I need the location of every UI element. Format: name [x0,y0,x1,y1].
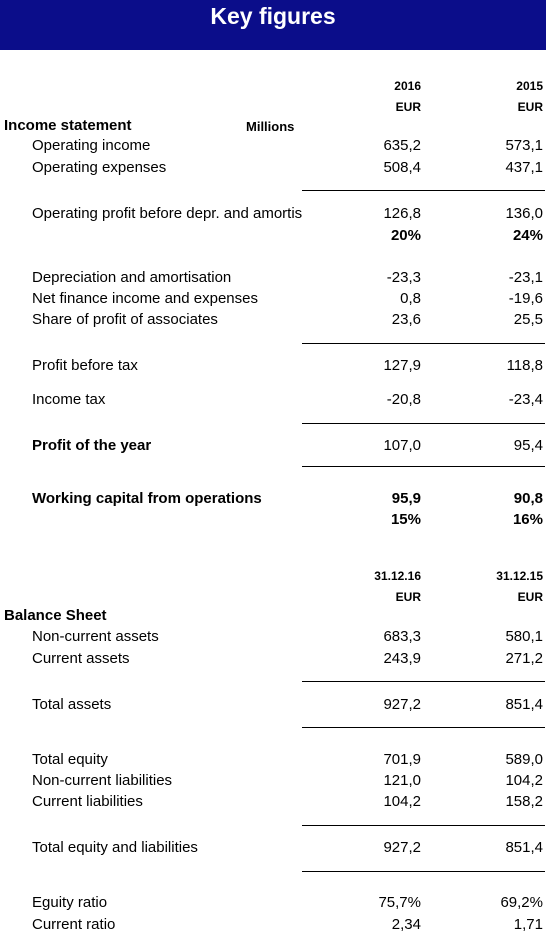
row-label-non-current-liabilities: Non-current liabilities [32,772,173,789]
row-value-2016: 243,9 [383,650,421,667]
row-label-operating-expenses: Operating expenses [32,159,167,176]
divider [302,825,545,826]
row-label-operating-profit: Operating profit before depr. and amorti… [32,205,302,222]
column-date-2016: 31.12.16 [374,569,421,583]
row-value-2015: 118,8 [506,357,543,374]
row-label-equity-ratio: Eguity ratio [32,894,108,911]
margin-value-2015: 24% [512,227,543,244]
row-value-2016: 683,3 [383,628,421,645]
margin-value-2016: 20% [390,227,421,244]
row-label-total-equity-and-liabilities: Total equity and liabilities [32,839,198,856]
row-value-2015: 271,2 [505,650,543,667]
row-value-2015: 25,5 [513,311,543,328]
row-value-2016: 2,34 [391,916,421,933]
row-value-2015: 95,4 [513,437,543,454]
row-label-current-liabilities: Current liabilities [32,793,143,810]
row-label-profit-before-tax: Profit before tax [32,357,138,374]
row-value-2016: 75,7% [378,894,421,911]
row-value-2015: 1,71 [513,916,543,933]
row-label-net-finance: Net finance income and expenses [32,290,258,307]
column-date-2015: 31.12.15 [496,569,543,583]
row-value-2015: 136,0 [505,205,543,222]
row-label-income-tax: Income tax [32,391,106,408]
row-label-total-equity: Total equity [32,751,108,768]
row-label-non-current-assets: Non-current assets [32,628,159,645]
title-banner: Key figures [0,0,546,50]
column-currency-2016: EUR [395,590,421,604]
row-value-2016: 927,2 [383,696,421,713]
divider [302,190,545,191]
column-year-2016: 2016 [394,79,421,93]
row-value-2015: 69,2% [500,894,543,911]
divider [302,871,545,872]
row-label-total-assets: Total assets [32,696,112,713]
row-label-operating-income: Operating income [32,137,151,154]
divider [302,423,545,424]
divider [302,727,545,728]
column-currency-2015: EUR [517,100,543,114]
divider [302,466,545,467]
row-value-2016: 126,8 [383,205,421,222]
divider [302,681,545,682]
row-value-2016: 508,4 [383,159,421,176]
row-value-2016: 95,9 [391,490,421,507]
row-value-2015: 104,2 [505,772,543,789]
row-value-2016: 107,0 [383,437,421,454]
unit-label: Millions [246,119,295,134]
row-value-2015: 589,0 [505,751,543,768]
row-label-current-ratio: Current ratio [32,916,116,933]
row-label-working-capital: Working capital from operations [32,490,262,507]
row-value-2016: -23,3 [386,269,421,286]
row-value-2016: 127,9 [383,357,421,374]
divider [302,343,545,344]
row-label-depreciation: Depreciation and amortisation [32,269,232,286]
row-value-2015: 580,1 [505,628,543,645]
row-label-profit-of-the-year: Profit of the year [32,437,152,454]
column-currency-2015: EUR [517,590,543,604]
row-value-2016: 635,2 [383,137,421,154]
ratio-value-2016: 15% [390,511,421,528]
income-statement-heading: Income statement [4,117,132,134]
row-value-2015: -19,6 [508,290,543,307]
row-value-2016: 121,0 [383,772,421,789]
row-value-2015: 573,1 [505,137,543,154]
row-value-2015: 158,2 [505,793,543,810]
row-value-2015: 851,4 [505,839,543,856]
row-value-2016: 0,8 [400,290,421,307]
row-value-2015: 90,8 [513,490,543,507]
row-value-2016: 701,9 [383,751,421,768]
row-value-2015: -23,4 [508,391,543,408]
row-value-2016: 927,2 [383,839,421,856]
row-value-2016: 104,2 [383,793,421,810]
row-label-current-assets: Current assets [32,650,130,667]
column-year-2015: 2015 [516,79,543,93]
ratio-value-2015: 16% [512,511,543,528]
row-label-share-of-profit: Share of profit of associates [32,311,218,328]
page-title: Key figures [210,3,336,29]
column-currency-2016: EUR [395,100,421,114]
row-value-2016: 23,6 [391,311,421,328]
row-value-2015: -23,1 [508,269,543,286]
row-value-2016: -20,8 [386,391,421,408]
row-value-2015: 851,4 [505,696,543,713]
row-value-2015: 437,1 [505,159,543,176]
balance-sheet-heading: Balance Sheet [4,607,107,624]
